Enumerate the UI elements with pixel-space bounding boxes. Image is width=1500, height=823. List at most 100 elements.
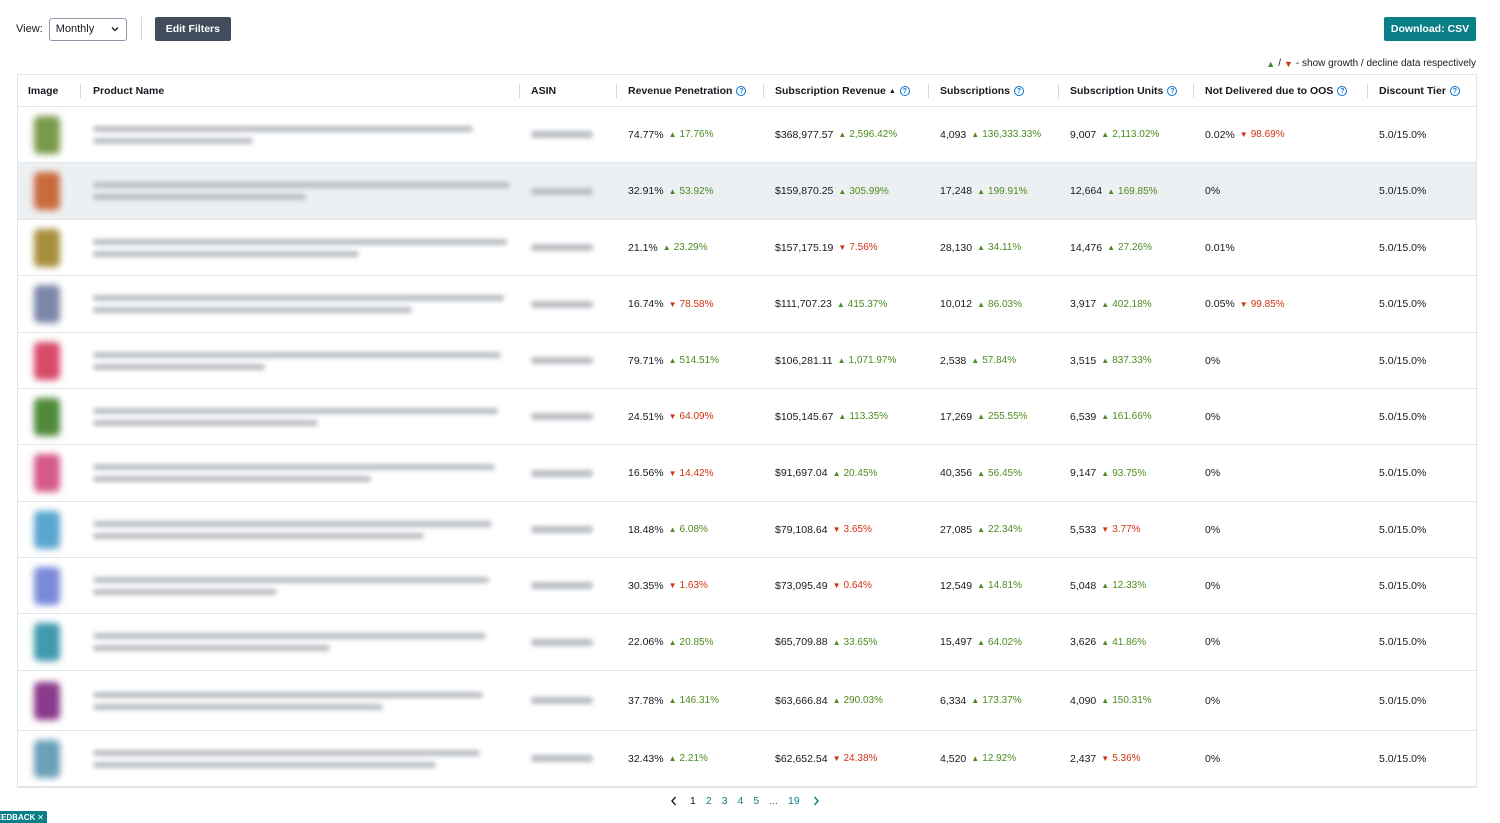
page-link-last[interactable]: 19 xyxy=(787,795,800,807)
page-link[interactable]: 4 xyxy=(737,795,744,807)
product-image[interactable] xyxy=(34,285,60,323)
cell-rev-pen: 37.78% ▲ 146.31% xyxy=(628,671,719,730)
product-image[interactable] xyxy=(34,566,60,605)
col-image-label: Image xyxy=(28,85,59,97)
col-not-delivered[interactable]: Not Delivered due to OOS? xyxy=(1205,75,1348,107)
product-name-blurred[interactable] xyxy=(93,731,480,786)
product-image[interactable] xyxy=(34,623,60,661)
change-value: 113.35% xyxy=(849,411,889,422)
help-icon[interactable]: ? xyxy=(899,86,910,96)
table-row[interactable]: 32.91% ▲ 53.92% $159,870.25 ▲ 305.99% 17,248 ▲ 1… xyxy=(18,163,1476,220)
growth-change: ▲ 27.26% xyxy=(1107,242,1152,253)
view-select[interactable]: Monthly xyxy=(48,17,127,41)
product-name-blurred[interactable] xyxy=(93,445,495,501)
growth-change: ▲ 199.91% xyxy=(977,186,1027,197)
redacted-asin xyxy=(531,697,593,704)
cell-value: 0% xyxy=(1205,410,1221,423)
product-name-blurred[interactable] xyxy=(93,220,507,275)
product-name-blurred[interactable] xyxy=(93,276,504,332)
product-name-blurred[interactable] xyxy=(93,163,510,219)
growth-change: ▲ 169.85% xyxy=(1107,186,1157,197)
arrow-down-icon: ▼ xyxy=(668,581,677,590)
table-row[interactable]: 37.78% ▲ 146.31% $63,666.84 ▲ 290.03% 6,334 ▲ 17… xyxy=(18,671,1476,731)
product-image[interactable] xyxy=(34,341,60,380)
table-row[interactable]: 18.48% ▲ 6.08% $79,108.64 ▼ 3.65% 27,085 ▲ 22.34… xyxy=(18,502,1476,558)
change-value: 20.45% xyxy=(843,467,878,479)
table-row[interactable]: 24.51% ▼ 64.09% $105,145.67 ▲ 113.35% 17,269 ▲ 2… xyxy=(18,389,1476,445)
product-image[interactable] xyxy=(34,739,60,778)
help-icon[interactable]: ? xyxy=(1014,86,1025,96)
page-link[interactable]: 3 xyxy=(721,795,728,807)
product-name-blurred[interactable] xyxy=(93,502,492,557)
cell-sub-rev: $157,175.19 ▼ 7.56% xyxy=(775,220,878,275)
product-name-blurred[interactable] xyxy=(93,671,483,730)
sort-asc-icon[interactable]: ▲ xyxy=(888,87,896,95)
product-image[interactable] xyxy=(34,510,60,549)
product-image[interactable] xyxy=(34,397,60,436)
page-link[interactable]: 2 xyxy=(705,795,712,807)
cell-value: $368,977.57 xyxy=(775,128,834,141)
cell-units: 12,664 ▲ 169.85% xyxy=(1070,163,1158,219)
product-name-blurred[interactable] xyxy=(93,614,486,670)
cell-value: 74.77% xyxy=(628,128,664,141)
download-csv-button[interactable]: Download: CSV xyxy=(1384,17,1476,41)
product-image[interactable] xyxy=(34,454,60,492)
product-image[interactable] xyxy=(34,681,60,720)
arrow-down-icon: ▼ xyxy=(832,525,841,534)
product-image[interactable] xyxy=(34,172,60,210)
table-row[interactable]: 21.1% ▲ 23.29% $157,175.19 ▼ 7.56% 28,130 ▲ 34.1… xyxy=(18,220,1476,276)
arrow-up-icon: ▲ xyxy=(836,299,845,309)
product-name-blurred[interactable] xyxy=(93,389,498,444)
table-row[interactable]: 16.56% ▼ 14.42% $91,697.04 ▲ 20.45% 40,356 ▲ 56.… xyxy=(18,445,1476,502)
help-icon[interactable]: ? xyxy=(1167,86,1178,96)
growth-change: ▲ 57.84% xyxy=(971,355,1016,366)
product-image[interactable] xyxy=(34,228,60,267)
product-name-blurred[interactable] xyxy=(93,558,489,613)
table-row[interactable]: 16.74% ▼ 78.58% $111,707.23 ▲ 415.37% 10,012 ▲ 8… xyxy=(18,276,1476,333)
cell-value: 0% xyxy=(1205,694,1221,707)
growth-change: ▲ 305.99% xyxy=(838,186,888,197)
growth-change: ▲ 2.21% xyxy=(669,753,708,764)
growth-change: ▲ 34.11% xyxy=(977,242,1021,253)
col-subscription-revenue[interactable]: Subscription Revenue ▲? xyxy=(775,75,910,107)
table-row[interactable]: 79.71% ▲ 514.51% $106,281.11 ▲ 1,071.97% 2,538… xyxy=(18,333,1476,389)
asin-blurred xyxy=(531,502,593,557)
chevron-left-icon[interactable] xyxy=(669,795,679,807)
product-name-blurred[interactable] xyxy=(93,107,473,162)
close-icon[interactable]: ✕ xyxy=(37,812,44,822)
table-row[interactable]: 22.06% ▲ 20.85% $65,709.88 ▲ 33.65% 15,497 ▲ 64.… xyxy=(18,614,1476,671)
col-subscription-units[interactable]: Subscription Units? xyxy=(1070,75,1178,107)
change-value: 57.84% xyxy=(982,355,1017,366)
cell-oos: 0% xyxy=(1205,389,1220,444)
cell-value: $106,281.11 xyxy=(775,354,833,367)
feedback-tab[interactable]: EEDBACK ✕ xyxy=(0,811,47,823)
product-image[interactable] xyxy=(34,115,60,154)
table-row[interactable]: 30.35% ▼ 1.63% $73,095.49 ▼ 0.64% 12,549 ▲ 14.81… xyxy=(18,558,1476,614)
cell-subs: 2,538 ▲ 57.84% xyxy=(940,333,1016,388)
help-icon[interactable]: ? xyxy=(1449,86,1460,96)
table-row[interactable]: 32.43% ▲ 2.21% $62,652.54 ▼ 24.38% 4,520 ▲ 12.92… xyxy=(18,731,1476,787)
help-icon[interactable]: ? xyxy=(736,86,747,96)
arrow-up-icon: ▲ xyxy=(977,412,986,421)
page-link[interactable]: 1 xyxy=(690,795,696,807)
product-image-cell xyxy=(34,276,60,332)
edit-filters-button[interactable]: Edit Filters xyxy=(154,17,231,41)
help-icon[interactable]: ? xyxy=(1337,86,1348,96)
page-link[interactable]: 5 xyxy=(753,795,760,807)
asin-blurred xyxy=(531,333,593,388)
cell-oos: 0.02% ▼ 98.69% xyxy=(1205,107,1285,162)
asin-blurred xyxy=(531,614,593,670)
cell-value: $111,707.23 xyxy=(775,298,832,310)
arrow-down-icon: ▼ xyxy=(838,243,847,252)
growth-change: ▲ 17.76% xyxy=(669,129,714,140)
growth-change: ▲ 20.85% xyxy=(669,637,714,648)
chevron-right-icon[interactable] xyxy=(811,795,821,807)
product-name-blurred[interactable] xyxy=(93,333,501,388)
col-subscriptions[interactable]: Subscriptions? xyxy=(940,75,1025,107)
cell-units: 3,626 ▲ 41.86% xyxy=(1070,614,1146,670)
table-row[interactable]: 74.77% ▲ 17.76% $368,977.57 ▲ 2,596.42% 4,093 ▲… xyxy=(18,107,1476,163)
change-value: 2.21% xyxy=(679,753,708,764)
col-discount-tier[interactable]: Discount Tier? xyxy=(1379,75,1460,107)
col-revenue-penetration[interactable]: Revenue Penetration? xyxy=(628,75,747,107)
change-value: 6.08% xyxy=(679,524,708,535)
